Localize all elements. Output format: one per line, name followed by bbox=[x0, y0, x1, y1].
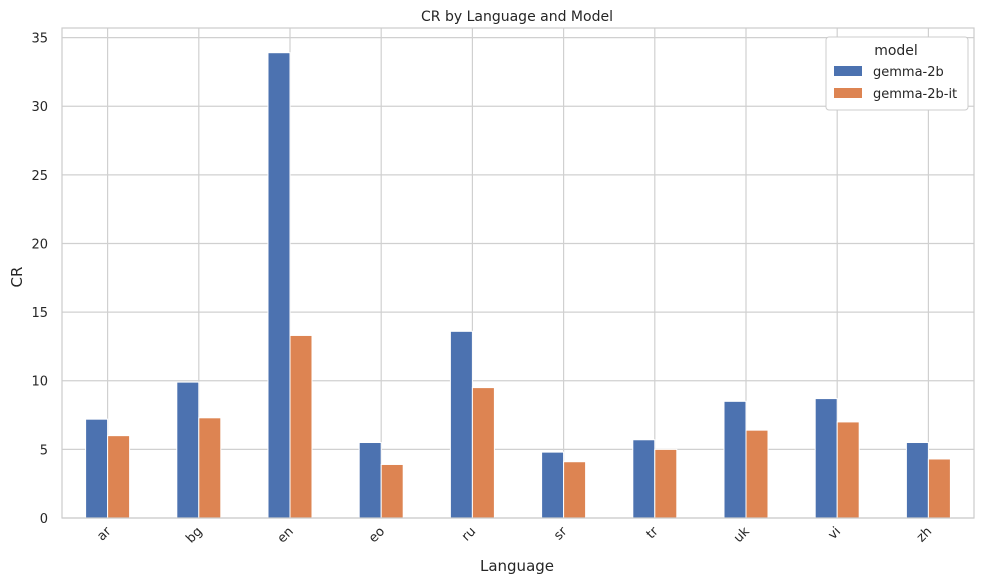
bar-gemma-2b-vi bbox=[814, 398, 838, 519]
bar-gemma-2b-eo bbox=[358, 442, 382, 519]
bar-gemma-2b-it-vi bbox=[836, 421, 860, 519]
y-tick-label: 10 bbox=[31, 375, 48, 390]
y-axis-label: CR bbox=[8, 267, 26, 288]
bars bbox=[85, 52, 951, 519]
bar-gemma-2b-ru bbox=[449, 330, 473, 519]
chart-title: CR by Language and Model bbox=[421, 9, 613, 25]
bar-gemma-2b-it-uk bbox=[745, 429, 769, 519]
bar-gemma-2b-uk bbox=[723, 400, 747, 519]
bar-gemma-2b-tr bbox=[632, 439, 656, 519]
y-tick-label: 0 bbox=[40, 512, 48, 527]
plot-border bbox=[61, 27, 975, 519]
bar-gemma-2b-sr bbox=[541, 451, 565, 519]
y-tick-label: 30 bbox=[31, 100, 48, 115]
legend-swatch-gemma-2b-it bbox=[834, 88, 862, 98]
x-axis-label: Language bbox=[480, 557, 554, 575]
y-tick-label: 20 bbox=[31, 237, 48, 252]
y-tick-label: 35 bbox=[31, 32, 48, 47]
bar-gemma-2b-it-bg bbox=[198, 417, 222, 519]
bar-gemma-2b-ar bbox=[85, 418, 109, 519]
bar-gemma-2b-it-ar bbox=[107, 435, 131, 519]
bar-gemma-2b-bg bbox=[176, 381, 200, 519]
plot-frame bbox=[61, 27, 975, 519]
y-axis-ticks: 0 5 10 15 20 25 30 35 bbox=[31, 32, 48, 527]
bar-gemma-2b-zh bbox=[905, 442, 929, 519]
y-tick-label: 15 bbox=[31, 306, 48, 321]
legend-label: gemma-2b-it bbox=[873, 87, 957, 102]
legend-label: gemma-2b bbox=[873, 65, 944, 80]
legend-swatch-gemma-2b bbox=[834, 66, 862, 76]
legend: model gemma-2b gemma-2b-it bbox=[825, 36, 969, 111]
bar-gemma-2b-it-zh bbox=[927, 458, 951, 519]
bar-gemma-2b-it-en bbox=[289, 334, 313, 519]
legend-title: model bbox=[874, 43, 918, 59]
bar-gemma-2b-it-sr bbox=[563, 461, 587, 519]
y-tick-label: 5 bbox=[40, 443, 48, 458]
y-tick-label: 25 bbox=[31, 169, 48, 184]
bar-gemma-2b-it-ru bbox=[471, 387, 495, 519]
bar-gemma-2b-it-eo bbox=[380, 463, 404, 519]
bar-gemma-2b-it-tr bbox=[654, 448, 678, 519]
bar-gemma-2b-en bbox=[267, 52, 291, 519]
